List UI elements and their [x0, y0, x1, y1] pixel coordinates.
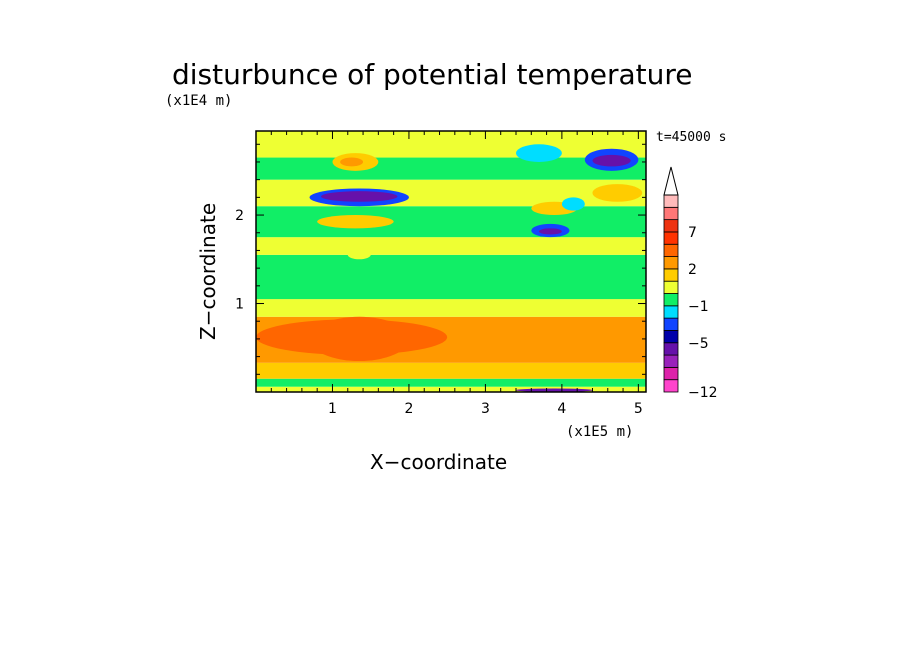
contour-fill: [256, 131, 646, 392]
colorbar-swatch: [663, 219, 679, 233]
band-0: [256, 386, 646, 392]
colorbar-label: −5: [688, 336, 709, 352]
contour-blob-7: [538, 228, 562, 235]
band-2: [256, 362, 646, 379]
colorbar-swatch: [663, 317, 679, 331]
colorbar-swatch: [663, 305, 679, 319]
colorbar-swatch: [663, 293, 679, 307]
colorbar-swatch: [663, 206, 679, 221]
contour-blob-16: [516, 388, 593, 392]
band-1: [256, 378, 646, 387]
x-tick-label: 5: [634, 401, 643, 417]
band-8: [256, 179, 646, 207]
contour-blob-9: [340, 157, 364, 167]
plot-area: [256, 131, 646, 392]
colorbar-swatch: [663, 243, 679, 257]
y-axis-units: (x1E4 m): [165, 93, 233, 109]
colorbar-label: 7: [688, 225, 697, 241]
contour-blob-13: [516, 144, 562, 162]
colorbar-swatch: [663, 342, 679, 356]
band-6: [256, 237, 646, 255]
colorbar-swatch: [663, 231, 679, 245]
x-tick-label: 4: [557, 401, 566, 417]
colorbar-label: −12: [688, 385, 718, 401]
y-axis-label: Z−coordinate: [196, 202, 220, 340]
plot-frame: [255, 130, 647, 393]
contour-blob-12: [317, 215, 394, 229]
colorbar-swatch: [663, 366, 679, 381]
colorbar-swatch: [663, 330, 679, 344]
colorbar-swatch: [663, 194, 679, 208]
colorbar-swatch: [663, 379, 679, 393]
chart-title: disturbunce of potential temperature: [172, 58, 693, 91]
colorbar-swatch: [663, 256, 679, 270]
contour-blob-3: [321, 191, 398, 202]
y-tick-label: 2: [235, 208, 244, 224]
colorbar: −12−5−127: [663, 166, 718, 401]
axes: 1 2 3 4 5 1 2: [235, 130, 647, 417]
contour-blob-5: [592, 154, 631, 167]
contour-blob-10: [592, 184, 643, 202]
x-axis-label: X−coordinate: [370, 450, 508, 474]
band-4: [256, 299, 646, 317]
x-tick-label: 3: [481, 401, 490, 417]
y-tick-label: 1: [235, 297, 244, 313]
colorbar-swatch: [663, 280, 679, 294]
time-label: t=45000 s: [656, 130, 727, 145]
band-10: [256, 131, 646, 158]
colorbar-label: −1: [688, 299, 709, 315]
colorbar-swatch: [663, 354, 679, 368]
contour-blob-14: [561, 197, 585, 211]
x-axis-units: (x1E5 m): [566, 424, 634, 440]
colorbar-extend-arrow: [663, 166, 679, 196]
band-7: [256, 206, 646, 238]
colorbar-swatch: [663, 268, 679, 282]
x-tick-label: 1: [328, 401, 337, 417]
contour-blob-1: [256, 319, 448, 355]
contour-blob-15: [347, 250, 371, 260]
x-tick-label: 2: [404, 401, 413, 417]
colorbar-label: 2: [688, 262, 697, 278]
band-5: [256, 254, 646, 300]
